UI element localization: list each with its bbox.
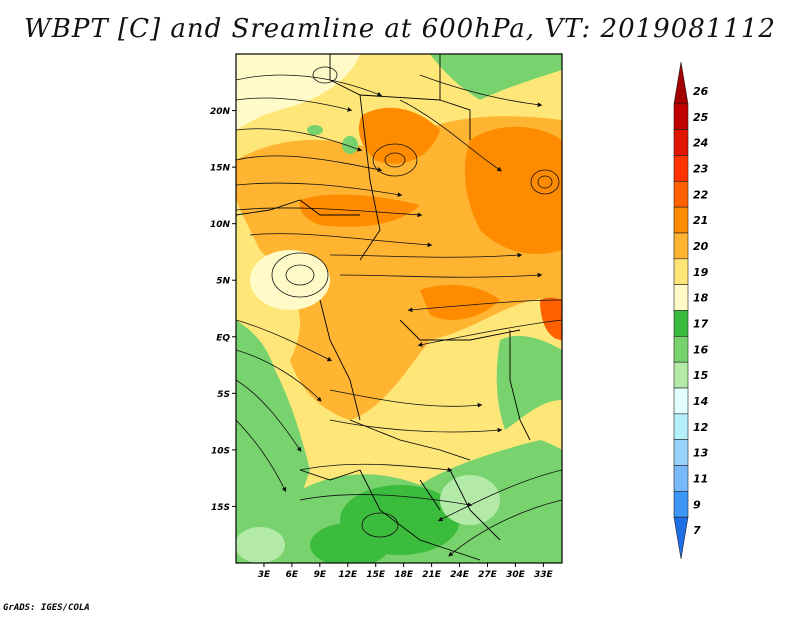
colorbar-swatch xyxy=(673,491,689,518)
lat-tick-label: 15N xyxy=(210,164,231,174)
colorbar-swatch xyxy=(673,258,689,285)
grads-credit: GrADS: IGES/COLA xyxy=(3,603,90,613)
lat-tick-label: 20N xyxy=(210,107,231,117)
colorbar-swatch xyxy=(673,181,689,208)
lon-tick-label: 3E xyxy=(258,570,271,580)
lon-tick-label: 21E xyxy=(422,570,442,580)
colorbar-label: 7 xyxy=(693,524,701,537)
colorbar-swatch xyxy=(673,413,689,440)
lon-tick-label: 24E xyxy=(450,570,470,580)
lon-tick-label: 33E xyxy=(534,570,554,580)
lon-tick-label: 30E xyxy=(506,570,526,580)
colorbar-swatch xyxy=(673,232,689,260)
country-borders xyxy=(236,54,531,561)
lon-tick-label: 18E xyxy=(394,570,414,580)
lat-tick-label: EQ xyxy=(216,333,230,343)
lon-tick-label: 9E xyxy=(314,570,327,580)
lat-tick-label: 10N xyxy=(210,220,231,230)
colorbar-swatch xyxy=(673,103,689,130)
lon-tick-label: 12E xyxy=(338,570,358,580)
colorbar-swatch xyxy=(673,206,689,234)
colorbar-label: 20 xyxy=(693,240,709,253)
colorbar-swatch xyxy=(673,129,689,156)
colorbar-swatch xyxy=(673,155,689,182)
colorbar: 26 25 24 23 22 21 20 19 18 17 16 15 14 12 13 11 9 7 xyxy=(673,61,709,560)
colorbar-swatch xyxy=(673,387,689,415)
lon-tick-label: 6E xyxy=(286,570,299,580)
colorbar-label: 23 xyxy=(693,162,709,175)
colorbar-label: 24 xyxy=(693,137,708,150)
colorbar-label: 17 xyxy=(693,317,709,330)
wbpt-field xyxy=(236,54,562,563)
colorbar-label: 22 xyxy=(693,188,709,201)
longitude-axis: 3E 6E 9E 12E 15E 18E 21E 24E 27E 30E 33E xyxy=(258,563,554,580)
colorbar-label: 21 xyxy=(693,214,708,227)
colorbar-swatch xyxy=(673,439,689,466)
map-frame xyxy=(235,53,563,564)
colorbar-cap-bottom xyxy=(673,516,689,560)
colorbar-swatch xyxy=(673,284,689,311)
lat-tick-label: 15S xyxy=(211,503,230,513)
lat-tick-label: 5S xyxy=(217,390,230,400)
streamlines xyxy=(236,66,562,557)
colorbar-cap-top xyxy=(673,61,689,105)
colorbar-label: 16 xyxy=(693,343,709,356)
colorbar-label: 12 xyxy=(693,421,709,434)
colorbar-swatch xyxy=(673,361,689,389)
colorbar-swatch xyxy=(673,465,689,492)
colorbar-label: 13 xyxy=(693,447,709,460)
colorbar-label: 9 xyxy=(693,498,701,511)
colorbar-swatch xyxy=(673,310,689,337)
colorbar-label: 18 xyxy=(693,292,709,305)
colorbar-label: 26 xyxy=(693,85,709,98)
lat-tick-label: 10S xyxy=(211,446,230,456)
colorbar-label: 25 xyxy=(693,111,709,124)
lon-tick-label: 27E xyxy=(478,570,498,580)
colorbar-label: 14 xyxy=(693,395,708,408)
colorbar-label: 15 xyxy=(693,369,709,382)
lon-tick-label: 15E xyxy=(366,570,386,580)
colorbar-label: 19 xyxy=(693,266,709,279)
colorbar-swatch xyxy=(673,336,689,363)
lat-tick-label: 5N xyxy=(216,277,230,287)
map-title: WBPT [C] and Sreamline at 600hPa, VT: 20… xyxy=(24,14,776,44)
latitude-axis: 20N 15N 10N 5N EQ 5S 10S 15S xyxy=(210,107,236,513)
colorbar-label: 11 xyxy=(693,472,708,485)
